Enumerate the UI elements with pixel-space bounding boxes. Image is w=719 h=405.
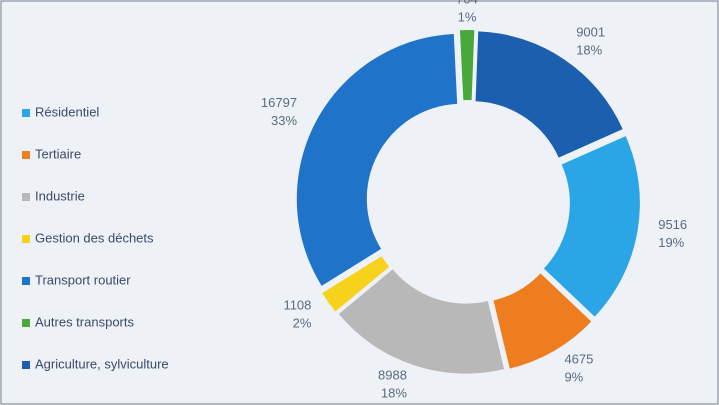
legend-swatch [22,361,30,369]
percent-label: 2% [293,315,312,330]
donut-slice [296,33,458,286]
donut-slice [475,31,623,158]
percent-label: 1% [458,9,477,24]
legend-label: Résidentiel [35,104,99,119]
value-label: 9001 [576,25,605,40]
legend-label: Industrie [35,188,85,203]
value-label: 16797 [261,95,297,110]
donut-slice [493,273,592,369]
legend-label: Agriculture, sylviculture [35,356,169,371]
legend-swatch [22,277,30,285]
percent-label: 19% [658,235,684,250]
value-label: 1108 [283,297,311,312]
value-label: 4675 [564,352,593,367]
percent-label: 18% [576,43,602,58]
percent-label: 18% [381,386,407,401]
legend-swatch [22,193,30,201]
legend-label: Tertiaire [35,146,81,161]
value-label: 9516 [658,217,687,232]
legend-swatch [22,151,30,159]
legend-label: Autres transports [35,314,134,329]
donut-slice [543,136,640,317]
legend-label: Transport routier [35,272,131,287]
legend-swatch [22,319,30,327]
legend-swatch [22,109,30,117]
percent-label: 9% [564,370,583,385]
donut-slice [322,256,390,312]
legend-swatch [22,235,30,243]
percent-label: 33% [271,113,297,128]
donut-slice [459,30,475,101]
donut-slice [338,269,505,374]
value-label: 704 [456,0,478,6]
legend-label: Gestion des déchets [35,230,154,245]
value-label: 8988 [378,368,407,383]
